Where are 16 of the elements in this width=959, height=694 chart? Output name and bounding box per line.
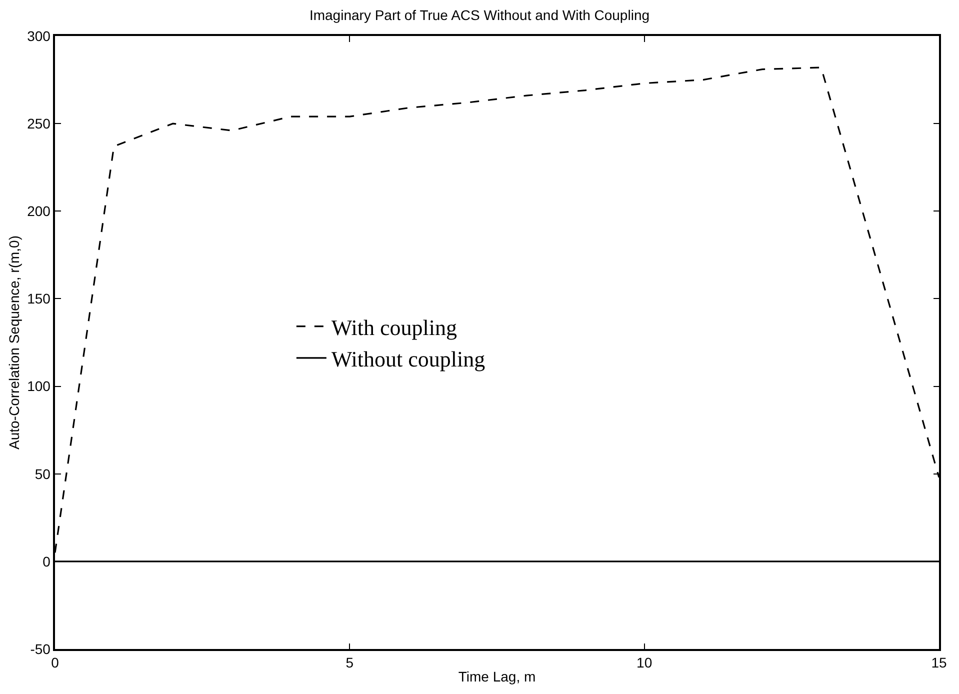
y-tick-label: 100 (27, 378, 51, 394)
legend-label: Without coupling (331, 346, 486, 372)
legend-label: With coupling (331, 314, 458, 340)
x-tick-label: 15 (931, 654, 947, 671)
x-tick-label: 5 (346, 654, 354, 671)
y-tick-label: 300 (27, 28, 51, 44)
y-axis-title: Auto-Correlation Sequence, r(m,0) (6, 236, 22, 450)
y-tick-label: 250 (27, 115, 51, 132)
x-axis-title: Time Lag, m (458, 668, 536, 684)
y-tick-label: 200 (27, 203, 51, 220)
chart-title: Imaginary Part of True ACS Without and With Coupling (309, 7, 650, 24)
y-tick-label: -50 (30, 640, 51, 657)
x-tick-label: 10 (636, 654, 652, 671)
y-tick-label: 0 (42, 553, 51, 570)
y-tick-label: 150 (27, 290, 51, 307)
y-tick-label: 50 (34, 466, 51, 482)
